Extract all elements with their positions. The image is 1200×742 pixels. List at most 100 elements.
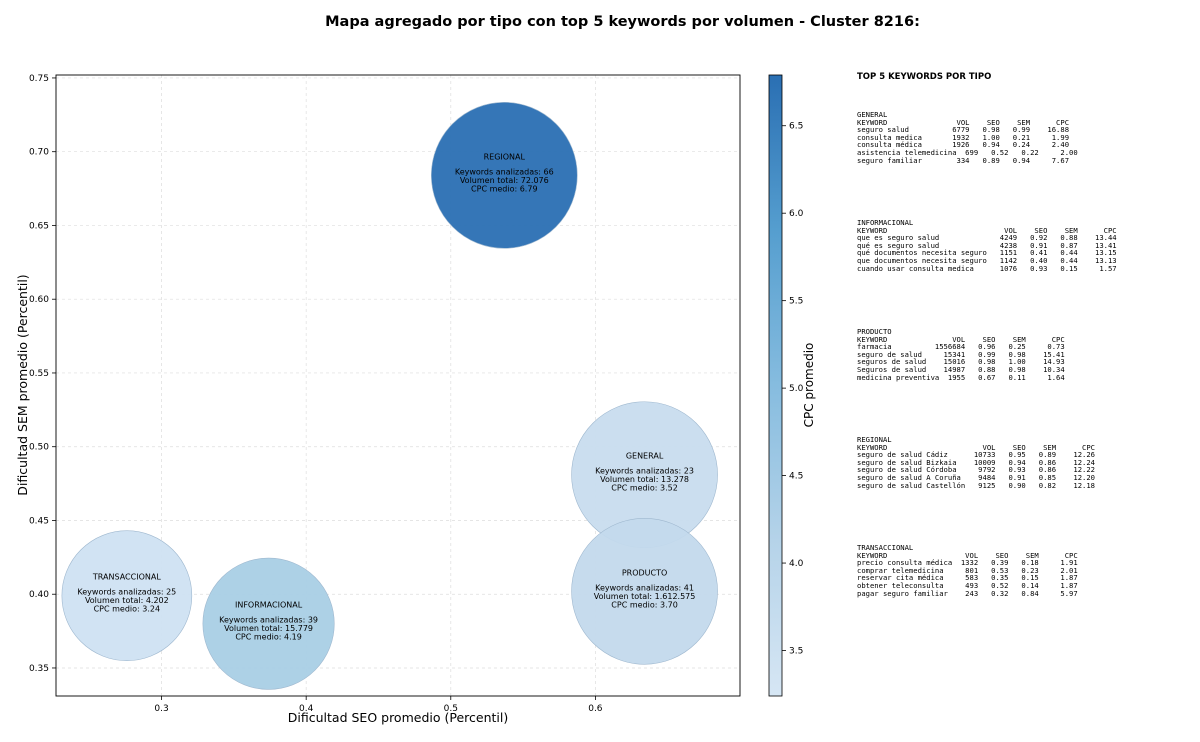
x-tick-label: 0.5	[444, 704, 458, 714]
keyword-row: qué es seguro salud 4238 0.91 0.87 13.41	[857, 240, 1117, 250]
bubble-cpc-label: CPC medio: 3.24	[94, 605, 161, 614]
colorbar	[768, 74, 783, 697]
keyword-row: reservar cita médica 583 0.35 0.15 1.87	[857, 573, 1078, 583]
keyword-group-general: GENERAL KEYWORD VOL SEO SEM CPC seguro sal…	[857, 111, 1078, 164]
keyword-row: medicina preventiva 1955 0.67 0.11 1.64	[857, 372, 1065, 382]
y-tick-label: 0.70	[29, 148, 49, 158]
keyword-row: qué documentos necesita seguro 1151 0.41…	[857, 248, 1117, 258]
bubble-keywords-label: Keywords analizadas: 41	[595, 583, 694, 592]
keyword-row: seguro salud 6779 0.98 0.99 16.88	[857, 125, 1070, 135]
keyword-row: seguro de salud Cádiz 10733 0.95 0.89 12…	[857, 450, 1095, 460]
keyword-row: pagar seguro familiar 243 0.32 0.84 5.97	[857, 588, 1078, 598]
bubble-circle	[430, 102, 578, 249]
bubble-volume-label: Volumen total: 1.612.575	[594, 592, 696, 601]
group-name: GENERAL	[857, 110, 888, 119]
colorbar-tick-label: 4.0	[789, 559, 804, 569]
x-axis-label: Dificultad SEO promedio (Percentil)	[288, 710, 508, 725]
bubble-volume-label: Volumen total: 4.202	[85, 596, 169, 605]
keyword-group-producto: PRODUCTO KEYWORD VOL SEO SEM CPC farmacia …	[857, 328, 1065, 381]
panel-title: TOP 5 KEYWORDS POR TIPO	[857, 72, 992, 82]
keyword-row: obtener teleconsulta 493 0.52 0.14 1.87	[857, 580, 1078, 590]
x-tick-label: 0.4	[299, 704, 314, 714]
y-tick-label: 0.35	[29, 664, 49, 674]
bubble-circle	[202, 557, 335, 690]
bubble-type-label: GENERAL	[626, 452, 664, 461]
bubble-volume-label: Volumen total: 15.779	[224, 624, 313, 633]
y-tick-label: 0.40	[29, 590, 49, 600]
bubble-keywords-label: Keywords analizadas: 66	[455, 167, 554, 176]
group-name: PRODUCTO	[857, 327, 892, 336]
keyword-row: cuando usar consulta medica 1076 0.93 0.…	[857, 263, 1117, 273]
x-tick-label: 0.3	[154, 704, 168, 714]
colorbar-tick-label: 6.0	[789, 209, 804, 219]
y-tick-label: 0.75	[29, 74, 49, 84]
keyword-row: que es seguro salud 4249 0.92 0.88 13.44	[857, 233, 1117, 243]
keyword-row: seguro familiar 334 0.89 0.94 7.67	[857, 155, 1070, 165]
keyword-group-informacional: INFORMACIONAL KEYWORD VOL SEO SEM CPC que …	[857, 219, 1117, 272]
bubble-keywords-label: Keywords analizadas: 23	[595, 467, 694, 476]
y-tick-label: 0.45	[29, 516, 49, 526]
bubble-type-label: PRODUCTO	[622, 568, 667, 577]
y-axis-ticks: 0.35 0.40 0.45 0.50 0.55 0.60 0.65 0.70 0.75	[29, 74, 56, 674]
plot-frame	[55, 74, 741, 697]
colorbar-label: CPC promedio	[802, 343, 816, 428]
bubble-volume-label: Volumen total: 13.278	[600, 475, 689, 484]
keyword-group-transaccional: TRANSACCIONAL KEYWORD VOL SEO SEM CPC prec…	[857, 544, 1078, 597]
keyword-row: asistencia telemedicina 699 0.52 0.22 2.…	[857, 147, 1078, 157]
group-table-header: KEYWORD VOL SEO SEM CPC	[857, 117, 1070, 127]
keyword-row: precio consulta médica 1332 0.39 0.18 1.…	[857, 558, 1078, 568]
x-tick-label: 0.6	[588, 704, 603, 714]
bubble-type-label: REGIONAL	[484, 152, 526, 161]
chart-title: Mapa agregado por tipo con top 5 keyword…	[325, 14, 920, 30]
colorbar-tick-label: 6.5	[789, 122, 803, 132]
bubble-keywords-label: Keywords analizadas: 39	[219, 616, 318, 625]
keyword-row: comprar telemedicina 801 0.53 0.23 2.01	[857, 565, 1078, 575]
keyword-row: seguro de salud Córdoba 9792 0.93 0.86 1…	[857, 465, 1095, 475]
bubble-cpc-label: CPC medio: 3.70	[611, 600, 678, 609]
y-axis-label: Dificultad SEM promedio (Percentil)	[15, 274, 30, 495]
keyword-row: seguro de salud A Coruña 9484 0.91 0.85 …	[857, 472, 1095, 482]
group-name: REGIONAL	[857, 435, 892, 444]
x-axis-ticks: 0.3 0.4 0.5 0.6	[154, 696, 603, 714]
group-name: TRANSACCIONAL	[857, 543, 914, 552]
bubble-circle	[571, 517, 718, 665]
bubble-circle	[61, 530, 193, 661]
keyword-row: consulta medica 1932 1.00 0.21 1.99	[857, 132, 1070, 142]
group-table-header: KEYWORD VOL SEO SEM CPC	[857, 225, 1117, 235]
bubble-volume-label: Volumen total: 72.076	[460, 176, 549, 185]
group-table-header: KEYWORD VOL SEO SEM CPC	[857, 550, 1078, 560]
keywords-panel: TOP 5 KEYWORDS POR TIPO GENERAL KEYWORD V…	[857, 72, 1187, 597]
bubble-type-label: TRANSACCIONAL	[92, 573, 161, 582]
bubble-type-label: INFORMACIONAL	[235, 601, 303, 610]
keyword-row: seguro de salud Bizkaia 10009 0.94 0.86 …	[857, 457, 1095, 467]
keyword-row: consulta médica 1926 0.94 0.24 2.40	[857, 140, 1070, 150]
bubble-transaccional: TRANSACCIONAL Keywords analizadas: 25Volu…	[61, 530, 193, 661]
y-tick-label: 0.60	[29, 295, 49, 305]
colorbar-tick-label: 4.5	[789, 472, 803, 482]
colorbar-tick-label: 3.5	[789, 647, 803, 657]
keyword-row: Seguros de salud 14987 0.88 0.98 10.34	[857, 364, 1065, 374]
bubble-cpc-label: CPC medio: 4.19	[235, 633, 302, 642]
group-name: INFORMACIONAL	[857, 218, 914, 227]
y-tick-label: 0.50	[29, 443, 49, 453]
keyword-row: que documentos necesita seguro 1142 0.40…	[857, 255, 1117, 265]
keyword-row: farmacia 1556684 0.96 0.25 0.73	[857, 342, 1065, 352]
keyword-row: seguro de salud 15341 0.99 0.98 15.41	[857, 349, 1065, 359]
bubble-cpc-label: CPC medio: 6.79	[471, 184, 538, 193]
colorbar-ticks: 3.5 4.0 4.5 5.0 5.5 6.0 6.5	[782, 122, 804, 657]
keyword-group-regional: REGIONAL KEYWORD VOL SEO SEM CPC seguro de…	[857, 436, 1095, 489]
bubble-cpc-label: CPC medio: 3.52	[611, 484, 678, 493]
bubble-keywords-label: Keywords analizadas: 25	[77, 588, 176, 597]
colorbar-tick-label: 5.5	[789, 297, 803, 307]
group-table-header: KEYWORD VOL SEO SEM CPC	[857, 334, 1065, 344]
keyword-row: seguro de salud Castellón 9125 0.90 0.82…	[857, 480, 1095, 490]
colorbar-tick-label: 5.0	[789, 384, 804, 394]
bubble-informacional: INFORMACIONAL Keywords analizadas: 39Volu…	[202, 557, 335, 690]
group-table-header: KEYWORD VOL SEO SEM CPC	[857, 442, 1095, 452]
keyword-row: seguros de salud 15016 0.98 1.00 14.93	[857, 357, 1065, 367]
